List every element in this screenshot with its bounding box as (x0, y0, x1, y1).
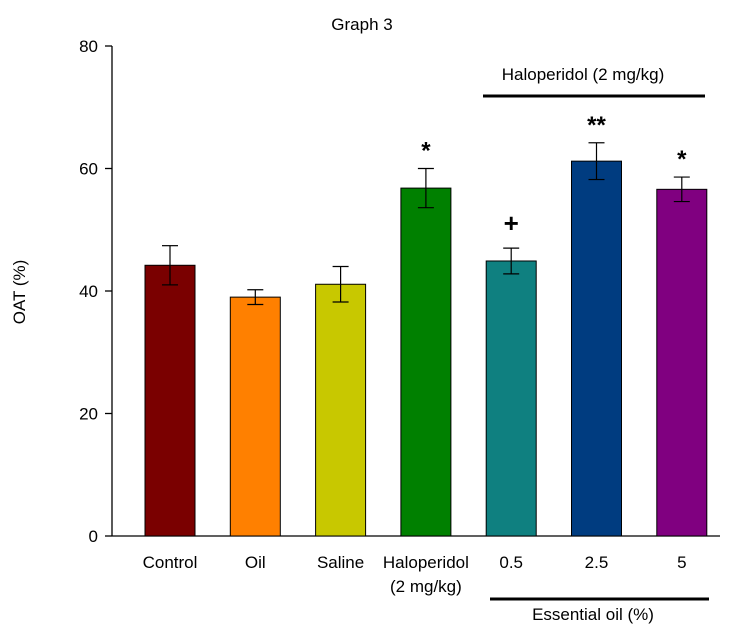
y-tick-label: 40 (79, 282, 98, 301)
significance-marker: * (677, 146, 687, 173)
bar (144, 264, 196, 537)
x-tick-label: Control (143, 553, 198, 572)
significance-markers: *+*** (421, 112, 687, 238)
significance-marker: * (421, 138, 431, 165)
y-tick-label: 60 (79, 160, 98, 179)
top-group-label: Haloperidol (2 mg/kg) (502, 65, 665, 84)
y-tick-label: 80 (79, 37, 98, 56)
x-tick-label: Saline (317, 553, 364, 572)
y-tick-label: 0 (89, 527, 98, 546)
x-tick-label: 5 (677, 553, 686, 572)
bar (229, 296, 281, 537)
bars (144, 160, 708, 537)
x-tick-labels: Control Oil Saline Haloperidol (2 mg/kg) 0.5 2… (143, 553, 687, 596)
bar (400, 187, 452, 537)
significance-marker: + (504, 208, 519, 238)
y-axis-label: OAT (%) (10, 260, 29, 325)
x-tick-sublabel: (2 mg/kg) (390, 577, 462, 596)
bar (485, 260, 537, 537)
x-tick-label: Oil (245, 553, 266, 572)
y-tick-label: 20 (79, 405, 98, 424)
x-tick-label: Haloperidol (383, 553, 469, 572)
bar (656, 188, 708, 537)
error-bars (162, 142, 690, 306)
x-tick-label: 0.5 (499, 553, 523, 572)
significance-marker: ** (587, 112, 606, 139)
chart-title: Graph 3 (331, 15, 392, 34)
axes: 0 20 40 60 80 (79, 37, 720, 546)
x-tick-label: 2.5 (585, 553, 609, 572)
bottom-group-label: Essential oil (%) (532, 605, 654, 624)
bar (315, 283, 367, 537)
bar (571, 160, 622, 537)
